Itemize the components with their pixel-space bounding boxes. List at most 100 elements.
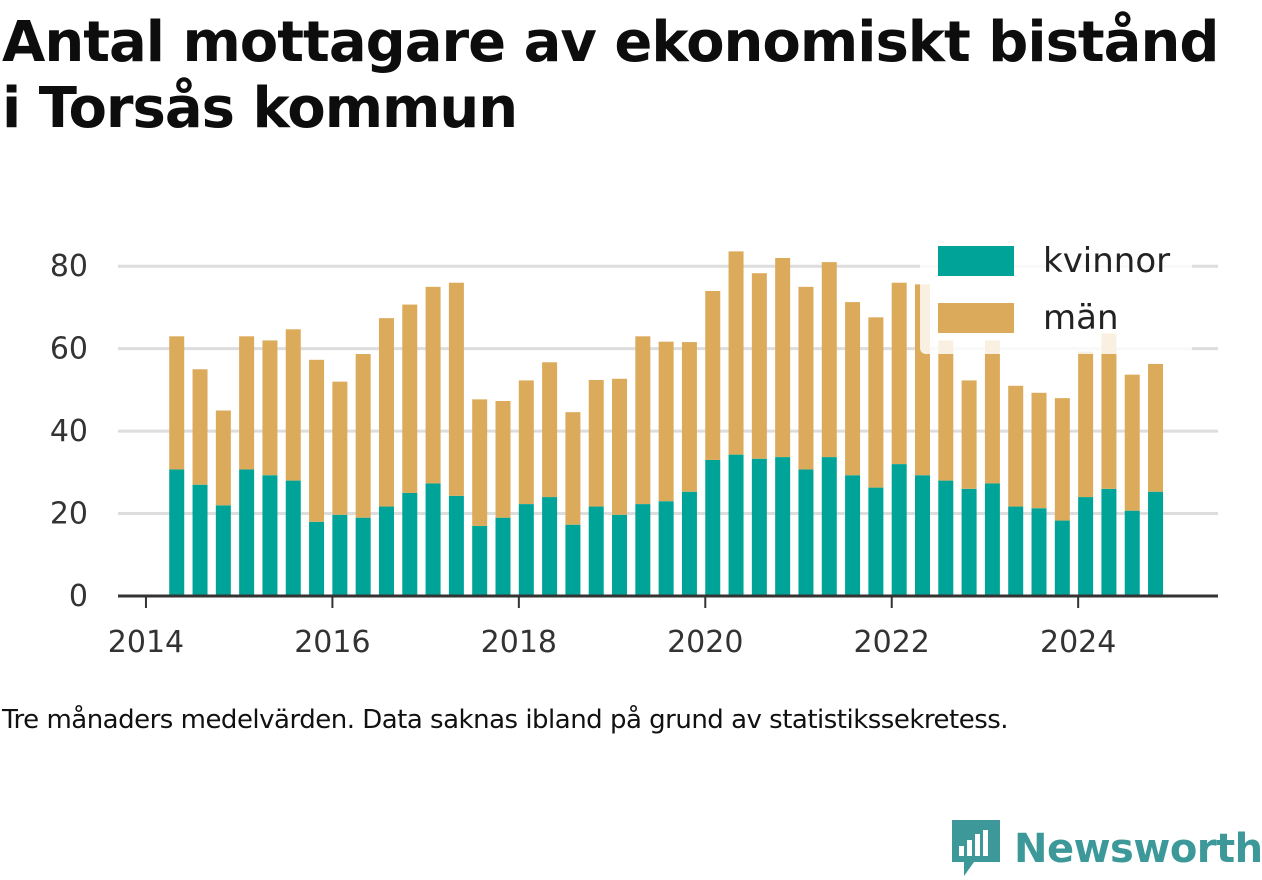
bar-man [378, 318, 394, 507]
bar-man [868, 317, 884, 488]
bar-chart-speech-bubble-icon [952, 820, 1000, 876]
bar-man [565, 412, 581, 525]
bar-kvinnor [425, 483, 441, 596]
bar-man [448, 282, 464, 496]
bar-kvinnor [1148, 491, 1164, 596]
bar-man [332, 381, 348, 515]
bar-man [775, 257, 791, 458]
y-tick-label: 80 [50, 249, 88, 284]
bar-kvinnor [542, 497, 558, 596]
bar-man [309, 359, 325, 522]
bar-kvinnor [565, 524, 581, 596]
bar-man [355, 354, 371, 518]
legend: kvinnor män [920, 228, 1192, 354]
bar-man [192, 369, 208, 485]
bar-man [402, 304, 418, 493]
bar-kvinnor [262, 475, 278, 596]
bar-man [588, 379, 604, 507]
bar-man [681, 342, 697, 492]
legend-swatch-kvinnor [938, 246, 1014, 276]
bar-man [705, 290, 721, 460]
bar-kvinnor [1031, 508, 1047, 596]
bar-kvinnor [914, 475, 930, 596]
bar-man [1124, 374, 1140, 511]
x-tick-label: 2016 [294, 625, 370, 660]
bar-kvinnor [868, 487, 884, 596]
x-tick-label: 2020 [667, 625, 743, 660]
bar-man [542, 362, 558, 498]
chart-title-line-1: Antal mottagare av ekonomiskt bistånd [2, 10, 1219, 75]
bar-kvinnor [378, 506, 394, 596]
bar-kvinnor [751, 458, 767, 596]
bar-man [612, 378, 628, 515]
bar-kvinnor [495, 517, 511, 596]
bar-man [1054, 398, 1070, 521]
bar-man [821, 262, 837, 458]
legend-label: kvinnor [1043, 241, 1170, 281]
bar-kvinnor [984, 483, 1000, 596]
bar-man [1031, 392, 1047, 509]
y-tick-label: 60 [50, 332, 88, 367]
bar-kvinnor [775, 457, 791, 596]
x-tick-label: 2018 [481, 625, 557, 660]
bar-kvinnor [1124, 510, 1140, 596]
bar-man [239, 336, 255, 470]
bar-kvinnor [612, 514, 628, 596]
bar-man [845, 302, 861, 476]
legend-label: män [1043, 298, 1119, 338]
stacked-bar-chart: 0 20 40 60 80 2014 2016 2018 2020 2022 2024 kvinno… [49, 228, 1218, 660]
bar-kvinnor [658, 501, 674, 596]
bar-kvinnor [192, 484, 208, 596]
bar-kvinnor [681, 491, 697, 596]
bar-kvinnor [798, 469, 814, 596]
bar-kvinnor [215, 505, 231, 596]
bar-kvinnor [821, 457, 837, 596]
bar-kvinnor [169, 469, 185, 596]
bar-kvinnor [845, 475, 861, 596]
bar-man [1078, 351, 1094, 498]
bar-man [262, 340, 278, 476]
y-tick-label: 20 [50, 497, 88, 532]
bar-man [215, 410, 231, 506]
bar-man [285, 329, 301, 481]
bar-man [495, 401, 511, 518]
chart-caption: Tre månaders medelvärden. Data saknas ib… [2, 705, 1009, 735]
bar-kvinnor [355, 517, 371, 596]
bar-man [984, 340, 1000, 484]
bar-kvinnor [588, 506, 604, 596]
bar-man [1101, 333, 1117, 489]
bar-kvinnor [728, 454, 744, 596]
bar-kvinnor [705, 459, 721, 596]
bar-kvinnor [472, 525, 488, 596]
bar-man [169, 336, 185, 470]
axes: 0 20 40 60 80 2014 2016 2018 2020 2022 2024 [50, 249, 1218, 660]
bar-man [518, 380, 534, 505]
bar-kvinnor [518, 504, 534, 596]
bar-kvinnor [285, 480, 301, 596]
bar-kvinnor [1008, 506, 1024, 596]
y-tick-label: 0 [69, 579, 88, 614]
bar-man [961, 380, 977, 489]
bar-man [472, 399, 488, 526]
bar-man [1008, 385, 1024, 507]
bar-kvinnor [891, 464, 907, 596]
bar-man [635, 336, 651, 505]
bar-kvinnor [402, 492, 418, 596]
bar-man [1148, 363, 1164, 492]
bar-kvinnor [635, 504, 651, 596]
bar-kvinnor [938, 480, 954, 596]
legend-swatch-man [938, 303, 1014, 333]
chart-title-line-2: i Torsås kommun [2, 76, 518, 141]
bar-kvinnor [1101, 488, 1117, 596]
brand-logo[interactable]: Newsworthy [950, 818, 1262, 880]
bar-man [938, 340, 954, 481]
bar-man [798, 286, 814, 470]
x-tick-label: 2022 [854, 625, 930, 660]
brand-name: Newsworthy [1014, 826, 1262, 872]
bar-kvinnor [309, 521, 325, 596]
bar-kvinnor [239, 469, 255, 596]
x-tick-label: 2014 [108, 625, 184, 660]
bar-kvinnor [1054, 520, 1070, 596]
bar-kvinnor [961, 488, 977, 596]
chart-title: Antal mottagare av ekonomiskt bistånd i … [2, 10, 1260, 142]
